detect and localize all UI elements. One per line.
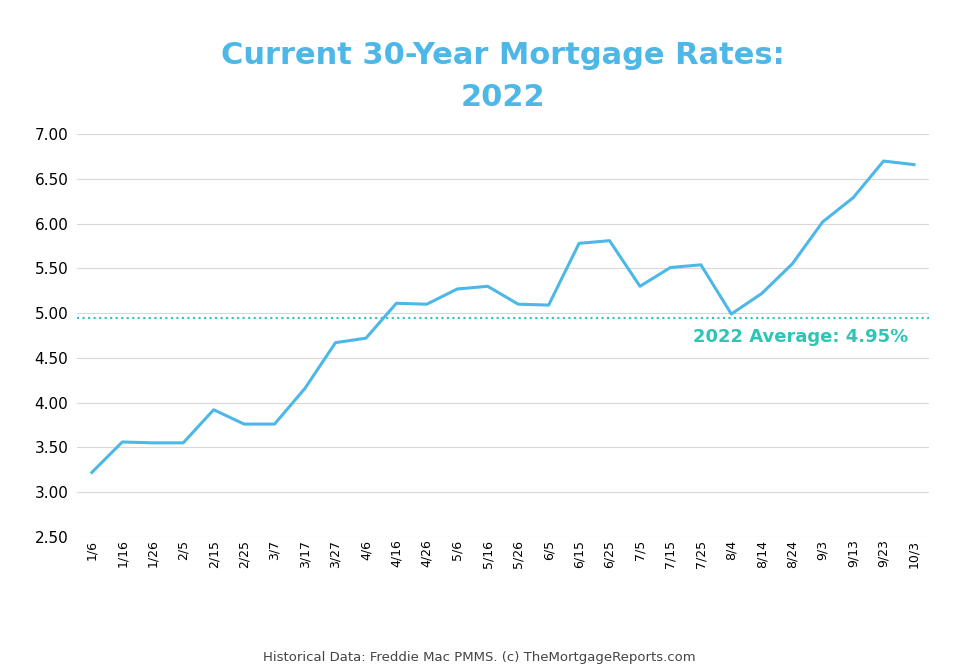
Text: 2022 Average: 4.95%: 2022 Average: 4.95%	[693, 328, 908, 346]
Title: Current 30-Year Mortgage Rates:
2022: Current 30-Year Mortgage Rates: 2022	[221, 41, 785, 113]
Text: Historical Data: Freddie Mac PMMS. (c) TheMortgageReports.com: Historical Data: Freddie Mac PMMS. (c) T…	[262, 652, 696, 664]
